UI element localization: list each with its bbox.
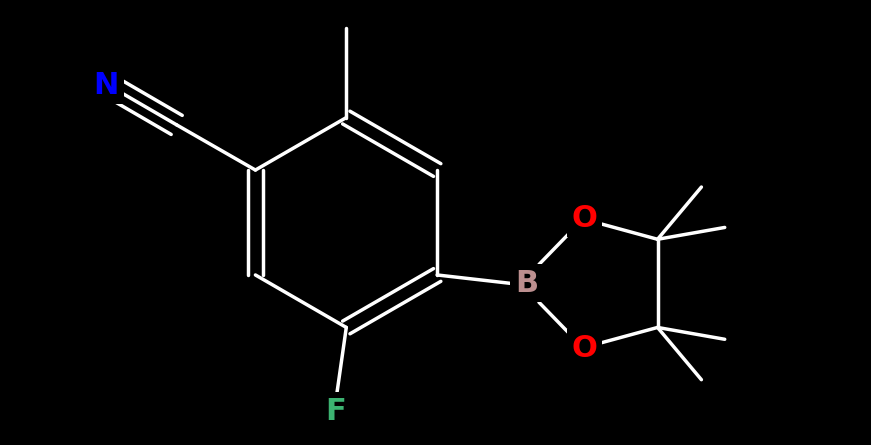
- Text: O: O: [571, 204, 597, 233]
- Text: O: O: [571, 334, 597, 363]
- Text: F: F: [326, 397, 346, 426]
- Text: B: B: [515, 269, 538, 298]
- Text: N: N: [94, 70, 119, 100]
